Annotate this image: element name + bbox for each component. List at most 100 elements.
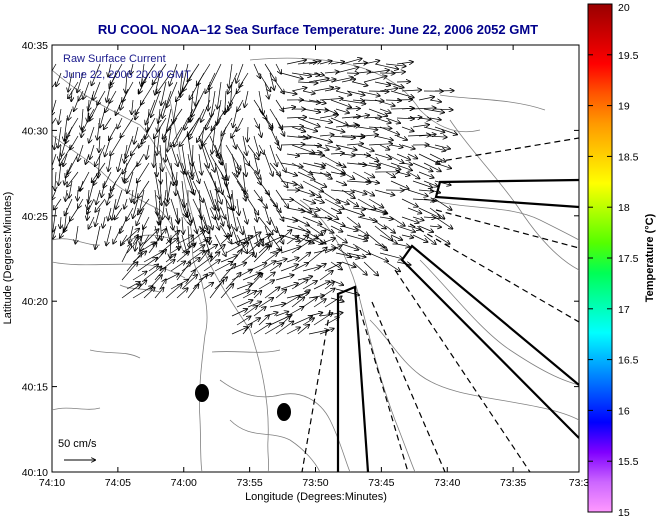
current-vector	[423, 126, 444, 132]
current-vector	[357, 144, 374, 151]
current-vector	[181, 180, 185, 207]
current-vector	[330, 77, 353, 83]
current-vector	[308, 79, 329, 83]
current-vector	[231, 126, 238, 138]
current-vector	[221, 117, 233, 135]
current-vector	[330, 99, 351, 107]
current-vector	[253, 63, 260, 78]
current-vector	[385, 81, 404, 88]
current-vector	[138, 198, 150, 214]
current-vector	[111, 171, 123, 190]
colorbar-tick-label: 17	[618, 304, 630, 316]
current-vector	[418, 118, 431, 120]
current-vector	[225, 216, 231, 236]
current-vector	[407, 171, 419, 178]
current-vector	[434, 198, 452, 210]
current-vector	[368, 216, 386, 229]
current-vector	[280, 265, 298, 272]
current-vector	[203, 283, 213, 290]
current-vector	[225, 198, 230, 228]
current-vector	[143, 288, 155, 299]
current-vector	[291, 180, 303, 188]
current-vector	[286, 136, 307, 138]
current-vector	[379, 144, 389, 150]
current-vector	[55, 171, 56, 190]
current-vector	[280, 247, 301, 254]
current-vector	[396, 244, 410, 247]
current-vector	[269, 162, 280, 176]
current-vector	[236, 180, 248, 198]
current-vector	[71, 90, 72, 101]
current-vector	[89, 126, 95, 143]
current-vector	[68, 108, 73, 120]
current-vector	[352, 115, 369, 119]
current-vector	[95, 207, 101, 226]
current-vector	[357, 198, 375, 209]
current-vector	[180, 72, 182, 95]
current-vector	[302, 198, 315, 203]
current-vector	[237, 198, 239, 215]
y-axis: 40:35 40:30 40:25 40:20 40:15 40:10	[22, 40, 579, 479]
current-vector	[236, 300, 252, 308]
x-tick-label: 73:40	[434, 477, 460, 489]
current-vector	[286, 258, 299, 263]
current-vector	[198, 135, 209, 168]
current-vector	[390, 72, 405, 73]
current-vector	[280, 216, 297, 221]
current-vector	[302, 281, 317, 290]
current-vector	[214, 216, 219, 230]
current-vector	[319, 238, 335, 245]
current-vector	[107, 189, 112, 205]
current-vector	[291, 216, 309, 226]
current-vector	[302, 266, 321, 272]
current-vector	[253, 189, 262, 201]
current-vector	[209, 63, 222, 89]
current-vector	[313, 144, 329, 150]
current-vector	[166, 207, 169, 219]
current-vector	[374, 189, 394, 195]
current-vector	[187, 231, 205, 245]
current-vector	[192, 245, 204, 254]
current-vector	[133, 198, 139, 218]
current-vector	[258, 180, 269, 195]
current-vector	[335, 90, 351, 95]
current-vector	[308, 208, 320, 210]
current-vector	[275, 207, 284, 221]
current-vector	[237, 162, 239, 173]
transect-lines	[301, 137, 579, 472]
x-axis: 74:10 74:05 74:00 73:55 73:50 73:45 73:40 73:35…	[39, 45, 589, 489]
current-vector	[59, 162, 62, 185]
current-vector	[434, 162, 451, 168]
current-vector	[95, 198, 106, 212]
current-vector	[58, 126, 62, 148]
current-vector	[225, 144, 241, 170]
dashed-line-3	[409, 223, 579, 323]
current-vector	[253, 135, 259, 155]
current-vector	[201, 126, 205, 149]
current-vector	[429, 207, 444, 219]
current-vector	[346, 144, 363, 145]
current-vector	[368, 108, 387, 116]
current-vector	[401, 198, 418, 207]
current-vector	[313, 163, 325, 166]
current-vector	[187, 153, 193, 179]
current-vector	[291, 144, 314, 153]
current-vector	[319, 115, 338, 119]
current-vector	[121, 284, 141, 299]
current-vector	[280, 107, 295, 109]
current-vector	[184, 108, 194, 130]
current-vector	[203, 234, 211, 257]
current-vector	[231, 250, 242, 263]
current-vector	[139, 81, 145, 93]
current-vector	[146, 99, 156, 124]
current-vector	[396, 171, 410, 175]
current-vector	[173, 99, 178, 123]
current-vector	[319, 189, 340, 203]
current-vector	[89, 108, 95, 118]
current-vector	[313, 180, 326, 187]
current-vector	[269, 263, 281, 272]
current-vector	[78, 144, 84, 161]
current-vector	[434, 144, 450, 149]
current-vector	[125, 162, 139, 183]
current-vector	[242, 153, 246, 176]
